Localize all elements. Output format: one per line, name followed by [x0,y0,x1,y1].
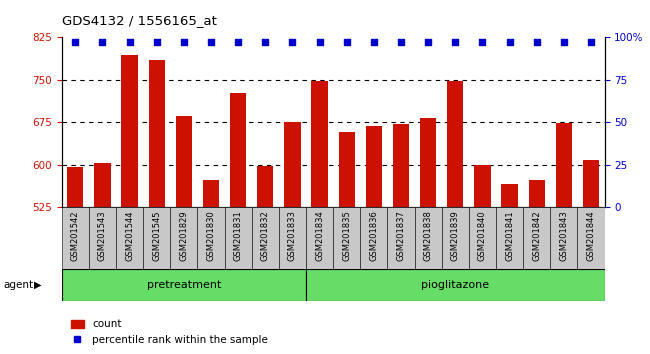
Bar [556,123,572,207]
Bar [583,160,599,207]
Point [287,39,298,45]
Bar [122,55,138,207]
Text: GSM201836: GSM201836 [369,210,378,261]
Point [206,39,216,45]
Bar [252,207,279,269]
Bar [284,122,300,207]
Point [532,39,542,45]
Bar [67,167,83,207]
Point [504,39,515,45]
Point [586,39,596,45]
Bar [333,207,360,269]
Bar [279,207,306,269]
Text: GSM201843: GSM201843 [559,210,568,261]
Point [423,39,434,45]
Bar [550,207,577,269]
Bar [366,126,382,207]
Legend: count, percentile rank within the sample: count, percentile rank within the sample [67,315,272,349]
Bar [225,207,252,269]
Point [315,39,325,45]
Bar [501,184,517,207]
Point [341,39,352,45]
Bar [62,269,306,301]
Point [396,39,406,45]
Bar [387,207,415,269]
Bar [442,207,469,269]
Text: pretreatment: pretreatment [147,280,221,290]
Point [151,39,162,45]
Bar [306,269,604,301]
Text: GSM201834: GSM201834 [315,210,324,261]
Text: GSM201833: GSM201833 [288,210,297,261]
Bar [149,60,165,207]
Point [260,39,270,45]
Bar [360,207,387,269]
Text: GSM201829: GSM201829 [179,210,188,261]
Point [98,39,108,45]
Bar [306,207,333,269]
Bar [198,207,225,269]
Text: GSM201545: GSM201545 [152,210,161,261]
Text: GSM201542: GSM201542 [71,210,80,261]
Bar [523,207,551,269]
Text: GSM201544: GSM201544 [125,210,134,261]
Bar [89,207,116,269]
Bar [474,165,491,207]
Bar [203,180,219,207]
Point [477,39,488,45]
Text: agent: agent [3,280,33,290]
Text: GSM201844: GSM201844 [586,210,595,261]
Bar [116,207,143,269]
Bar [62,207,89,269]
Text: ▶: ▶ [34,280,42,290]
Bar [176,116,192,207]
Text: GSM201840: GSM201840 [478,210,487,261]
Text: GSM201543: GSM201543 [98,210,107,261]
Point [179,39,189,45]
Bar [577,207,605,269]
Text: GSM201831: GSM201831 [233,210,242,261]
Bar [447,81,463,207]
Point [369,39,379,45]
Bar [415,207,442,269]
Text: GSM201838: GSM201838 [424,210,433,261]
Bar [339,132,355,207]
Bar [393,124,409,207]
Point [124,39,135,45]
Text: GSM201839: GSM201839 [450,210,460,261]
Point [70,39,81,45]
Text: GSM201842: GSM201842 [532,210,541,261]
Point [558,39,569,45]
Text: GSM201841: GSM201841 [505,210,514,261]
Text: GSM201835: GSM201835 [342,210,351,261]
Bar [143,207,170,269]
Bar [496,207,523,269]
Text: GSM201837: GSM201837 [396,210,406,261]
Text: GDS4132 / 1556165_at: GDS4132 / 1556165_at [62,14,216,27]
Bar [528,181,545,207]
Bar [420,118,436,207]
Bar [170,207,198,269]
Bar [230,93,246,207]
Text: GSM201830: GSM201830 [207,210,216,261]
Bar [469,207,496,269]
Bar [257,166,274,207]
Text: GSM201832: GSM201832 [261,210,270,261]
Text: pioglitazone: pioglitazone [421,280,489,290]
Bar [94,163,111,207]
Bar [311,81,328,207]
Point [450,39,460,45]
Point [233,39,243,45]
